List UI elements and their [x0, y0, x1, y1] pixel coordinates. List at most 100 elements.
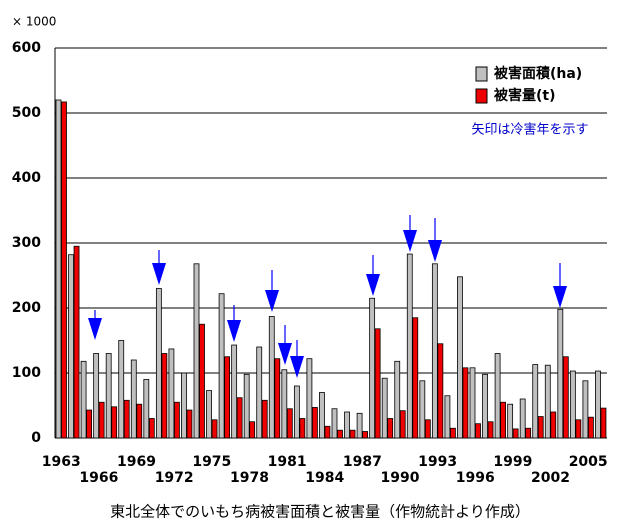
bar	[482, 373, 488, 439]
bar	[312, 407, 318, 439]
legend-swatch	[475, 66, 488, 82]
caption: 東北全体でのいもち病被害面積と被害量（作物統計より作成）	[110, 503, 530, 521]
x-tick-label: 1987	[343, 454, 382, 470]
bar	[243, 373, 250, 439]
bar	[118, 340, 125, 439]
x-tick-label: 1999	[493, 454, 532, 470]
x-tick-label: 1984	[305, 470, 344, 486]
x-tick-label: 1978	[230, 470, 269, 486]
bar	[306, 358, 313, 439]
x-tick-label: 1975	[192, 454, 231, 470]
y-tick-label: 600	[12, 40, 41, 56]
x-tick-label: 1996	[456, 470, 495, 486]
bar	[362, 431, 368, 439]
x-tick-label: 1966	[79, 470, 118, 486]
bar	[181, 372, 187, 439]
bar	[186, 409, 193, 439]
bar	[494, 353, 501, 439]
bar	[331, 408, 338, 439]
bar	[286, 408, 293, 439]
bar	[532, 364, 539, 439]
bar	[93, 353, 100, 439]
bar	[268, 316, 275, 439]
y-tick-label: 500	[12, 105, 41, 121]
bar	[86, 409, 92, 439]
bar	[525, 427, 532, 439]
arrow-head	[366, 274, 380, 296]
arrow-head	[88, 318, 102, 340]
bar	[111, 406, 118, 439]
bar	[462, 367, 469, 439]
x-tick-label: 2002	[531, 470, 570, 486]
bar	[595, 370, 601, 439]
bar	[218, 293, 225, 439]
bar	[130, 359, 137, 439]
bar	[450, 427, 456, 439]
y-tick-label: 0	[31, 430, 41, 446]
bar	[136, 403, 143, 439]
bar	[249, 421, 256, 439]
bar	[500, 401, 506, 439]
bar	[123, 399, 130, 439]
bar	[600, 407, 607, 439]
x-tick-label: 1981	[268, 454, 307, 470]
bar	[261, 399, 268, 439]
bar	[562, 356, 569, 439]
bar	[475, 423, 481, 439]
arrow-head	[290, 356, 304, 378]
bar	[55, 99, 62, 439]
bar	[487, 421, 494, 439]
bar	[105, 353, 112, 439]
y-tick-label: 100	[12, 365, 41, 381]
bar	[537, 416, 544, 439]
bar	[512, 428, 519, 439]
bar	[143, 379, 150, 439]
bar	[412, 317, 419, 439]
bar	[374, 328, 381, 439]
bar	[387, 418, 394, 439]
x-tick-label: 1990	[381, 470, 420, 486]
legend-swatch	[475, 88, 488, 104]
bar	[155, 288, 162, 439]
bar	[281, 369, 288, 439]
arrow-head	[403, 230, 417, 252]
bar	[394, 360, 401, 439]
x-tick-label: 1993	[418, 454, 457, 470]
legend-label: 被害量(t)	[494, 87, 556, 104]
bar	[557, 308, 564, 439]
bar	[68, 254, 74, 439]
bar	[199, 323, 205, 439]
bar	[381, 377, 388, 439]
bar	[406, 253, 413, 439]
bar	[582, 380, 589, 439]
bar	[211, 419, 218, 439]
bar	[399, 410, 406, 439]
legend-label: 被害面積(ha)	[494, 65, 582, 82]
x-tick-label: 2005	[569, 454, 608, 470]
bar	[80, 360, 87, 439]
bar	[507, 403, 514, 439]
bar	[356, 412, 363, 439]
bar	[193, 263, 200, 439]
bar	[61, 101, 67, 439]
bar	[161, 353, 168, 439]
y-tick-label: 200	[12, 300, 41, 316]
bar	[431, 263, 438, 439]
arrow-head	[152, 263, 166, 285]
bar	[148, 418, 155, 439]
bar	[206, 390, 212, 439]
bar	[293, 385, 300, 439]
bar	[236, 397, 243, 439]
bar	[256, 346, 263, 439]
arrow-head	[553, 286, 567, 308]
x-tick-label: 1969	[117, 454, 156, 470]
bar	[444, 395, 451, 439]
bar	[457, 276, 463, 439]
bar	[369, 297, 376, 439]
y-unit: × 1000	[12, 15, 56, 29]
bar	[174, 401, 180, 439]
x-tick-label: 1963	[42, 454, 81, 470]
annotation: 矢印は冷害年を示す	[471, 122, 588, 138]
bar	[299, 418, 306, 439]
